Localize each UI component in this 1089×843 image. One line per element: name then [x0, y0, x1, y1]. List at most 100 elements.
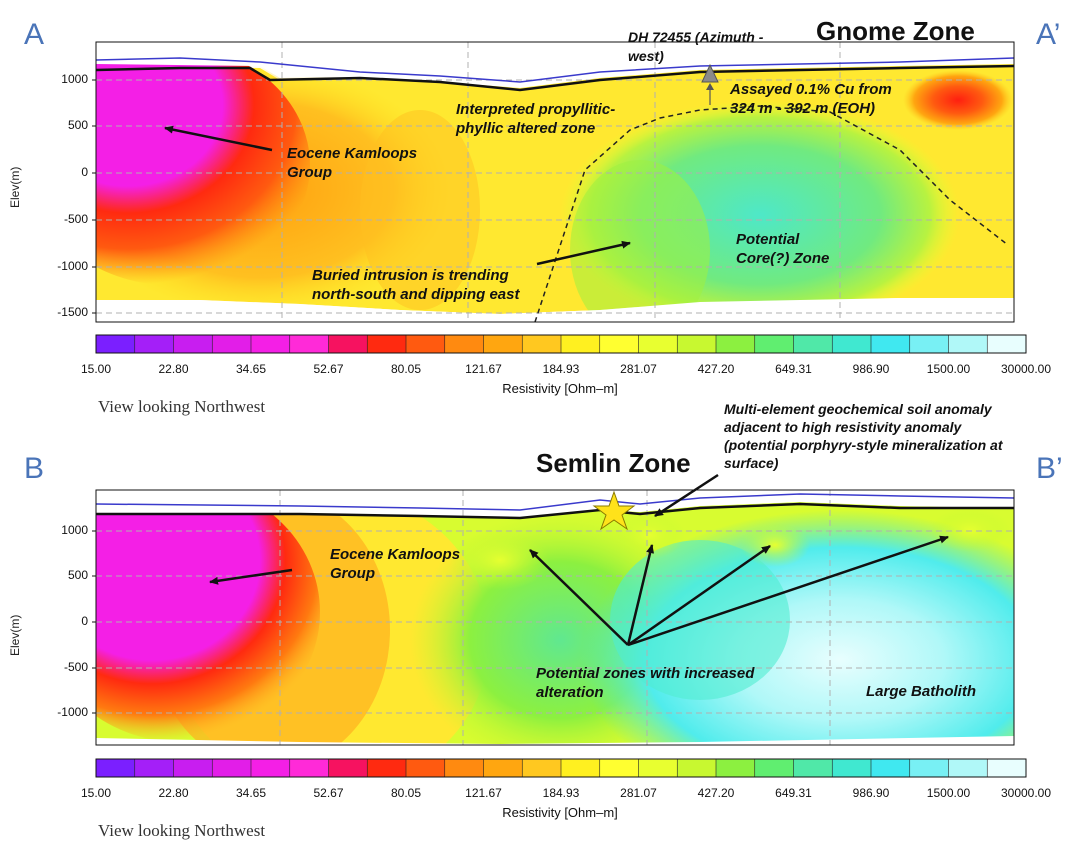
colorbar-swatch [561, 759, 601, 777]
label-b: B [24, 452, 45, 485]
colorbar-tick-label: 184.93 [542, 786, 580, 800]
label-a: A [24, 18, 45, 51]
colorbar-tick-label: 427.20 [697, 362, 735, 376]
batholith-label: Large Batholith [866, 683, 977, 700]
bottom-zone-title: Semlin Zone [536, 448, 691, 478]
colorbar-swatch [212, 759, 252, 777]
colorbar-swatch [909, 759, 949, 777]
assay-label: Assayed 0.1% Cu from 324 m - 392 m (EOH) [730, 81, 892, 117]
colorbar-swatch [638, 759, 678, 777]
colorbar-swatch [251, 335, 291, 353]
colorbar-tick-label: 427.20 [697, 786, 735, 800]
colorbar-swatch [987, 759, 1027, 777]
top-colorbar-title: Resistivity [Ohm–m] [502, 381, 618, 396]
intrusion-label: Buried intrusion is trending north-south… [312, 267, 520, 303]
colorbar-tick-label: 649.31 [775, 362, 812, 376]
colorbar-swatch [406, 335, 446, 353]
alteration-label: Potential zones with increased alteratio… [536, 665, 755, 701]
colorbar-tick-label: 184.93 [542, 362, 580, 376]
colorbar-swatch [987, 335, 1027, 353]
colorbar-tick-label: 30000.00 [1000, 362, 1052, 376]
colorbar-swatch [754, 335, 794, 353]
y-tick-label: 500 [67, 118, 88, 132]
drillhole-label: DH 72455 (Azimuth - west) [628, 29, 764, 64]
bottom-kamloops-label: Eocene Kamloops Group [330, 546, 461, 582]
y-tick-label: 500 [67, 568, 88, 582]
colorbar-swatch [444, 335, 484, 353]
colorbar-swatch [599, 335, 639, 353]
colorbar-tick-label: 52.67 [313, 786, 344, 800]
colorbar-tick-label: 1500.00 [926, 786, 971, 800]
top-resistivity-field [96, 42, 1014, 322]
colorbar-swatch [677, 759, 717, 777]
y-tick-label: -1000 [57, 259, 88, 273]
colorbar-tick-label: 649.31 [775, 786, 812, 800]
colorbar-swatch [638, 335, 678, 353]
colorbar-tick-label: 281.07 [620, 786, 657, 800]
colorbar-swatch [561, 335, 601, 353]
colorbar-swatch [909, 335, 949, 353]
colorbar-swatch [134, 759, 174, 777]
colorbar-tick-label: 34.65 [235, 362, 267, 376]
top-y-axis-label: Elev(m) [8, 166, 22, 208]
colorbar-tick-label: 986.90 [852, 786, 890, 800]
y-tick-label: 0 [81, 614, 88, 628]
colorbar-swatch [173, 759, 213, 777]
colorbar-swatch [599, 759, 639, 777]
colorbar-swatch [134, 335, 174, 353]
y-tick-label: -500 [63, 212, 88, 226]
colorbar-swatch [793, 335, 833, 353]
y-tick-label: 1000 [61, 72, 88, 86]
colorbar-tick-label: 30000.00 [1000, 786, 1052, 800]
bottom-colorbar [95, 758, 1027, 778]
colorbar-swatch [871, 335, 911, 353]
colorbar-swatch [948, 335, 988, 353]
colorbar-tick-label: 121.67 [465, 362, 502, 376]
colorbar-tick-label: 15.00 [80, 362, 112, 376]
y-tick-label: 0 [81, 165, 88, 179]
colorbar-swatch [173, 335, 213, 353]
colorbar-swatch [289, 759, 329, 777]
colorbar-swatch [677, 335, 717, 353]
core-zone-label: Potential Core(?) Zone [736, 231, 830, 267]
colorbar-tick-label: 281.07 [620, 362, 657, 376]
colorbar-swatch [832, 335, 872, 353]
colorbar-tick-label: 80.05 [390, 786, 422, 800]
soil-anomaly-label: Multi-element geochemical soil anomaly a… [724, 401, 1003, 471]
y-tick-label: 1000 [61, 523, 88, 537]
y-tick-label: -1500 [57, 305, 88, 319]
colorbar-swatch [96, 335, 136, 353]
colorbar-tick-label: 22.80 [158, 362, 189, 376]
soil-anomaly-star-icon [592, 490, 636, 531]
colorbar-swatch [367, 759, 407, 777]
colorbar-swatch [793, 759, 833, 777]
colorbar-swatch [483, 759, 523, 777]
colorbar-swatch [328, 759, 368, 777]
colorbar-swatch [212, 335, 252, 353]
colorbar-swatch [832, 759, 872, 777]
colorbar-swatch [96, 759, 136, 777]
label-a-prime: A’ [1036, 18, 1061, 51]
colorbar-swatch [328, 335, 368, 353]
bottom-view-caption: View looking Northwest [98, 821, 266, 840]
colorbar-tick-label: 22.80 [158, 786, 189, 800]
bottom-resistivity-field [96, 490, 1014, 745]
colorbar-tick-label: 34.65 [235, 786, 267, 800]
colorbar-swatch [948, 759, 988, 777]
colorbar-tick-label: 121.67 [465, 786, 502, 800]
top-kamloops-label: Eocene Kamloops Group [287, 145, 418, 181]
bottom-colorbar-title: Resistivity [Ohm–m] [502, 805, 618, 820]
colorbar-swatch [871, 759, 911, 777]
y-tick-label: -1000 [57, 705, 88, 719]
colorbar-tick-label: 80.05 [390, 362, 422, 376]
colorbar-swatch [754, 759, 794, 777]
drillhole-marker-icon [701, 63, 719, 83]
top-colorbar [95, 334, 1027, 354]
colorbar-swatch [483, 335, 523, 353]
colorbar-swatch [716, 759, 756, 777]
top-view-caption: View looking Northwest [98, 397, 266, 416]
y-tick-label: -500 [63, 660, 88, 674]
colorbar-tick-label: 1500.00 [926, 362, 971, 376]
